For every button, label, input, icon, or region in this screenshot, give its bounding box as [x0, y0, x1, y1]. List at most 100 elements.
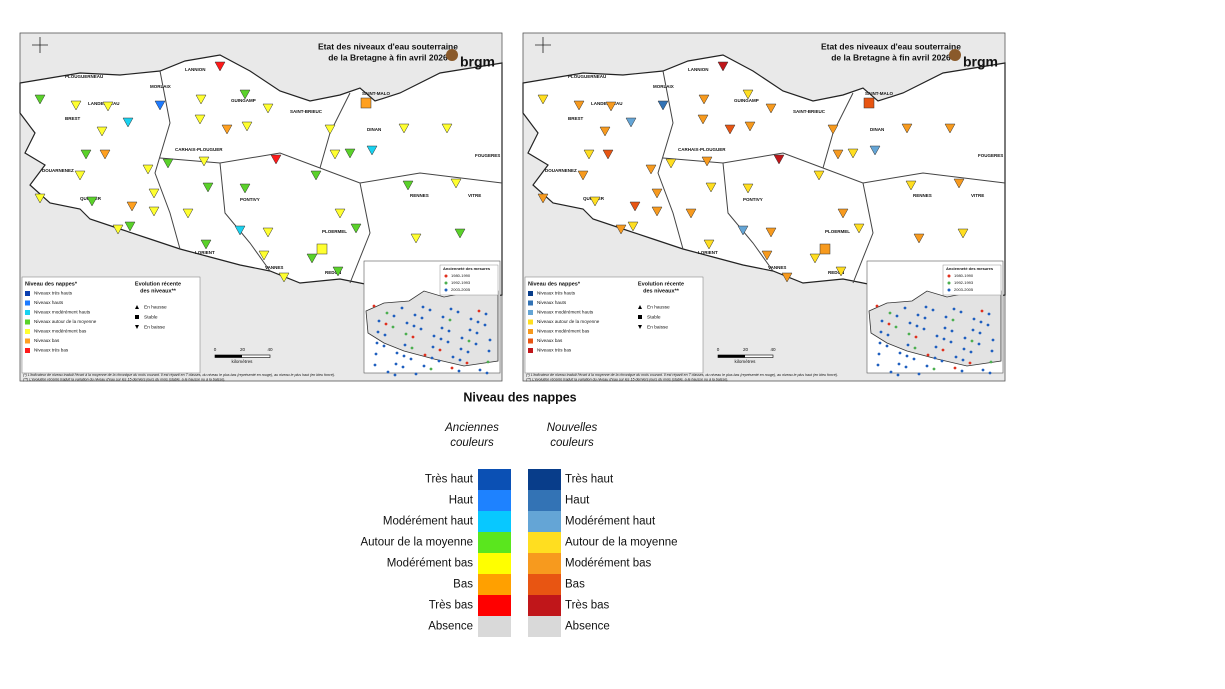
inset-dot [914, 335, 918, 339]
new-color-swatch [528, 511, 561, 532]
city-label: MORLAIX [653, 84, 674, 89]
legend-label: Niveaux très hauts [537, 291, 576, 296]
legend-swatch [528, 291, 533, 296]
station-marker [705, 182, 717, 193]
new-color-swatch [528, 616, 561, 637]
level-label-new: Très haut [565, 474, 614, 486]
inset-dot [885, 344, 889, 348]
new-color-swatch [528, 490, 561, 511]
legend-swatch [25, 300, 30, 306]
inset-dot [451, 355, 455, 359]
station-marker [583, 149, 595, 160]
station-marker [599, 126, 611, 137]
inset-dot [411, 335, 415, 339]
legend-title: Niveau des nappes* [528, 281, 581, 287]
inset-dot [403, 343, 407, 347]
inset-dot [419, 327, 423, 331]
station-marker [863, 97, 875, 109]
station-marker [162, 158, 174, 169]
inset-dot [384, 322, 388, 326]
station-marker [744, 121, 756, 132]
legend-label: Niveaux autour de la moyenne [537, 319, 600, 324]
inset-dot [968, 361, 972, 365]
station-marker [324, 124, 336, 135]
inset-dot [456, 310, 460, 314]
inset-legend-dot [947, 274, 951, 278]
station-marker [837, 208, 849, 219]
inset-dot [896, 373, 900, 377]
legend-swatch [528, 310, 533, 315]
inset-dot [940, 359, 944, 363]
inset-dot [963, 336, 967, 340]
inset-dot [446, 340, 450, 344]
scale-bar [718, 355, 745, 358]
station-marker [262, 103, 274, 114]
inset-dot [468, 328, 472, 332]
inset-dot [934, 345, 938, 349]
level-label-old: Absence [428, 621, 473, 633]
inset-dot [950, 329, 954, 333]
city-label: REDON [325, 270, 341, 275]
scale-bar [215, 355, 242, 358]
city-label: LANNION [688, 67, 709, 72]
station-marker [651, 206, 663, 217]
old-color-swatch [478, 574, 511, 595]
comparison-title: Niveau des nappes [463, 390, 576, 404]
station-marker [148, 188, 160, 199]
legend-label: Niveaux modérément hauts [537, 310, 594, 315]
column-header: couleurs [450, 437, 494, 449]
legend-box [524, 276, 704, 374]
compass [32, 37, 48, 53]
inset-dot [962, 347, 966, 351]
inset-dot [979, 320, 983, 324]
inset-dot [383, 333, 387, 337]
station-marker [645, 164, 657, 175]
city-label: SAINT-MALO [865, 91, 893, 96]
inset-dot [487, 349, 491, 353]
legend-swatch [528, 329, 533, 334]
scale-label: 20 [240, 347, 246, 352]
station-marker [953, 178, 965, 189]
station-marker [221, 124, 233, 135]
inset-dot [377, 319, 381, 323]
logo: brgm [460, 54, 495, 70]
level-label-old: Très haut [425, 474, 474, 486]
station-marker [819, 243, 831, 255]
station-marker [122, 117, 134, 128]
inset-legend-dot [444, 274, 448, 278]
station-marker [200, 239, 212, 250]
inset-dot [441, 315, 445, 319]
map-title: de la Bretagne à fin avril 2026 [831, 52, 951, 62]
station-marker [577, 170, 589, 181]
city-label: SAINT-BRIEUC [290, 109, 323, 114]
department-border [154, 70, 181, 250]
station-marker [901, 123, 913, 134]
inset-dot [375, 341, 379, 345]
station-marker [34, 193, 46, 204]
old-color-swatch [478, 595, 511, 616]
inset-dot [926, 353, 930, 357]
city-label: RENNES [410, 193, 429, 198]
inset-legend-dot [444, 281, 448, 285]
station-marker [398, 123, 410, 134]
station-marker [441, 123, 453, 134]
legend-swatch [25, 310, 30, 315]
inset-dot [959, 310, 963, 314]
inset-dot [474, 342, 478, 346]
inset-dot [932, 367, 936, 371]
department-border [862, 172, 1006, 184]
inset-dot [987, 312, 991, 316]
level-label-new: Haut [565, 495, 590, 507]
scale-label: 40 [770, 347, 776, 352]
inset-dot [412, 324, 416, 328]
old-color-swatch [478, 616, 511, 637]
compass [535, 37, 551, 53]
legend-swatch [25, 319, 30, 325]
station-marker [832, 149, 844, 160]
inset-dot [393, 373, 397, 377]
inset-legend-box [942, 264, 1002, 296]
inset-dot [484, 312, 488, 316]
inset-dot [422, 364, 426, 368]
inset-dot [483, 323, 487, 327]
station-marker [605, 101, 617, 112]
